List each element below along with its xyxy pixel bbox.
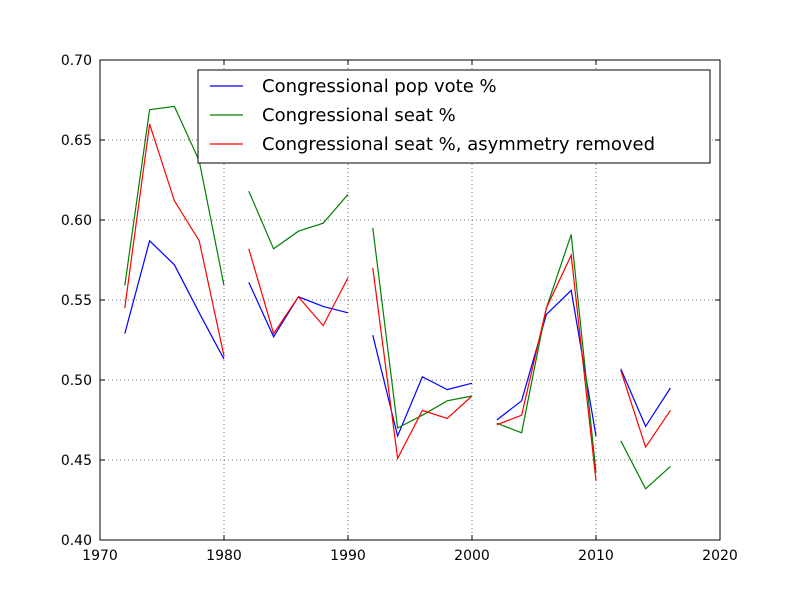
series-line-segment <box>620 368 671 428</box>
series-line-segment <box>372 267 473 461</box>
x-tick-label: 2000 <box>454 548 490 564</box>
axis-ticks: 1970 1980 1990 2000 2010 2020 0.40 0.45 0.50 0.55… <box>61 53 738 564</box>
legend: Congressional pop vote % Congressional se… <box>197 69 711 164</box>
x-tick-label: 1990 <box>330 548 366 564</box>
series-line-segment <box>124 123 225 357</box>
series-1 <box>124 105 671 490</box>
y-tick-label: 0.55 <box>61 293 92 309</box>
series-lines <box>124 105 671 490</box>
series-line-segment <box>372 227 473 429</box>
series-2 <box>124 123 671 481</box>
y-tick-label: 0.65 <box>61 133 92 149</box>
y-tick-label: 0.60 <box>61 213 92 229</box>
series-line-segment <box>248 190 349 250</box>
series-line-segment <box>124 239 225 360</box>
x-tick-label: 2010 <box>578 548 614 564</box>
legend-box <box>197 69 711 164</box>
series-line-segment <box>496 289 597 437</box>
legend-label: Congressional seat %, asymmetry removed <box>262 134 655 155</box>
series-line-segment <box>620 370 671 449</box>
y-tick-label: 0.70 <box>61 53 92 69</box>
series-line-segment <box>496 253 597 481</box>
series-line-segment <box>248 248 349 335</box>
series-line-segment <box>620 440 671 490</box>
x-tick-label: 1980 <box>206 548 242 564</box>
y-tick-label: 0.40 <box>61 533 92 549</box>
x-tick-label: 1970 <box>82 548 118 564</box>
y-tick-label: 0.45 <box>61 453 92 469</box>
series-line-segment <box>124 105 225 286</box>
y-tick-label: 0.50 <box>61 373 92 389</box>
x-tick-label: 2020 <box>702 548 738 564</box>
legend-label: Congressional pop vote % <box>262 76 497 97</box>
series-line-segment <box>372 335 473 438</box>
legend-label: Congressional seat % <box>262 105 456 126</box>
